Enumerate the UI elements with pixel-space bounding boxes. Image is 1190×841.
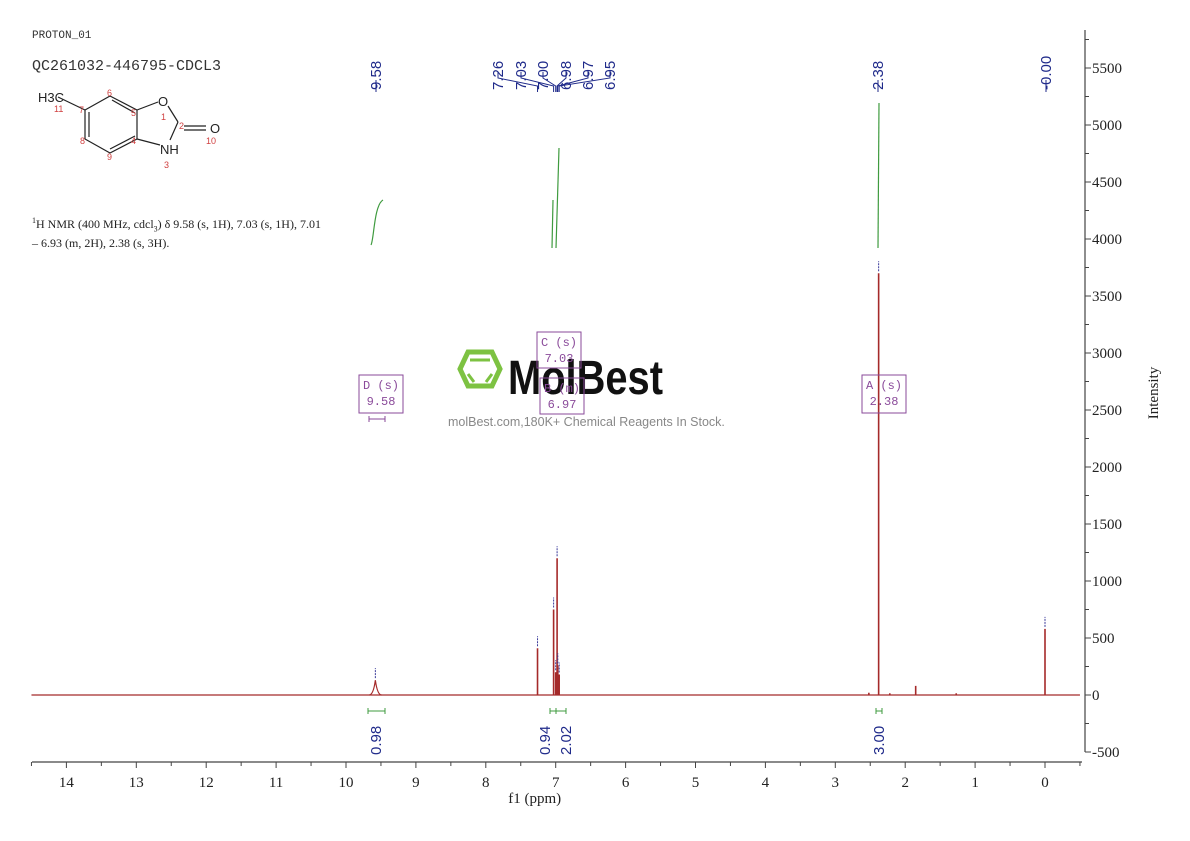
x-tick-label: 10 xyxy=(339,775,354,791)
x-tick-label: 9 xyxy=(412,775,420,791)
y-tick-label: 2000 xyxy=(1092,460,1122,476)
y-tick-label: 1500 xyxy=(1092,517,1122,533)
atom-o10: O xyxy=(210,121,220,136)
y-tick-label: 500 xyxy=(1092,631,1115,647)
y-tick-label: 5500 xyxy=(1092,61,1122,77)
multiplet-box: D (s) 9.58 xyxy=(358,374,404,414)
x-axis-title: f1 (ppm) xyxy=(508,791,561,807)
svg-text:7: 7 xyxy=(79,105,84,115)
integral-labels: 0.98 0.94 2.02 3.00 xyxy=(367,708,888,755)
x-tick-label: 6 xyxy=(622,775,630,791)
svg-text:5: 5 xyxy=(131,108,136,118)
experiment-name: PROTON_01 xyxy=(32,30,92,42)
spectrum-peak xyxy=(368,680,382,696)
integral-value: 0.98 xyxy=(368,726,385,755)
svg-text:2.38: 2.38 xyxy=(870,395,899,409)
multiplet-box: B (m) 6.97 xyxy=(539,377,585,415)
y-tick-label: 3000 xyxy=(1092,346,1122,362)
sample-id: QC261032-446795-CDCL3 xyxy=(32,58,222,75)
x-tick-label: 12 xyxy=(199,775,214,791)
svg-text:6.97: 6.97 xyxy=(548,398,577,412)
svg-text:A (s): A (s) xyxy=(866,379,902,393)
svg-text:10: 10 xyxy=(206,136,216,146)
y-tick-label: 2500 xyxy=(1092,403,1122,419)
y-tick-label: 4500 xyxy=(1092,175,1122,191)
multiplet-box: C (s) 7.03 xyxy=(536,331,582,369)
x-tick-label: 11 xyxy=(269,775,283,791)
peak-labels: 9.58 7.26 7.03 7.00 6.98 6.97 6.95 2.38 -0.00 xyxy=(368,56,1055,92)
atom-o1: O xyxy=(158,94,168,109)
integral-value: 3.00 xyxy=(871,726,888,755)
integral-value: 2.02 xyxy=(558,726,575,755)
peak-label: 9.58 xyxy=(368,61,385,90)
x-tick-label: 4 xyxy=(762,775,770,791)
svg-text:D (s): D (s) xyxy=(363,379,399,393)
svg-text:8: 8 xyxy=(80,136,85,146)
y-tick-label: 3500 xyxy=(1092,289,1122,305)
y-tick-label: 5000 xyxy=(1092,118,1122,134)
watermark-tagline: molBest.com,180K+ Chemical Reagents In S… xyxy=(448,415,725,429)
watermark-brand: MolBest xyxy=(508,352,663,405)
svg-text:C (s): C (s) xyxy=(541,336,577,350)
svg-text:2: 2 xyxy=(179,121,184,131)
x-tick-label: 5 xyxy=(692,775,700,791)
x-tick-label: 13 xyxy=(129,775,144,791)
svg-text:B (m): B (m) xyxy=(544,382,580,396)
x-tick-label: 0 xyxy=(1041,775,1049,791)
x-tick-label: 14 xyxy=(59,775,75,791)
svg-text:3: 3 xyxy=(164,160,169,170)
y-tick-label: -500 xyxy=(1092,745,1120,761)
axes: 14 13 12 11 10 9 8 7 6 5 4 3 2 1 0f1 (ppm)-50005001000… xyxy=(30,30,1162,807)
svg-text:9.58: 9.58 xyxy=(367,395,396,409)
nmr-summary: 1H NMR (400 MHz, cdcl3) δ 9.58 (s, 1H), … xyxy=(32,216,321,251)
peak-label: -0.00 xyxy=(1038,56,1055,90)
integral-value: 0.94 xyxy=(537,726,554,755)
svg-text:9: 9 xyxy=(107,152,112,162)
x-tick-label: 1 xyxy=(971,775,979,791)
x-tick-label: 8 xyxy=(482,775,490,791)
y-tick-label: 4000 xyxy=(1092,232,1122,248)
x-tick-label: 7 xyxy=(552,775,560,791)
svg-text:7.03: 7.03 xyxy=(545,352,574,366)
x-tick-label: 2 xyxy=(901,775,909,791)
multiplet-box: A (s) 2.38 xyxy=(861,374,907,414)
multiplet-boxes: A (s) 2.38 B (m) 6.97 C (s) 7.03 D (s) 9.58 xyxy=(358,331,907,422)
y-tick-label: 0 xyxy=(1092,688,1100,704)
spectrum-trace xyxy=(31,261,1080,696)
atom-ch3: H3C xyxy=(38,90,64,105)
svg-text:4: 4 xyxy=(131,136,136,146)
svg-text:6: 6 xyxy=(107,88,112,98)
chemical-structure: H3C O O NH 11 7 6 5 1 2 4 8 9 3 10 xyxy=(38,88,220,170)
y-tick-label: 1000 xyxy=(1092,574,1122,590)
x-tick-label: 3 xyxy=(832,775,840,791)
integral-curves xyxy=(370,102,880,249)
svg-text:11: 11 xyxy=(54,104,63,114)
peak-label: 2.38 xyxy=(870,61,887,90)
watermark: MolBest molBest.com,180K+ Chemical Reage… xyxy=(448,349,725,429)
svg-text:1: 1 xyxy=(161,112,166,122)
y-axis-title: Intensity xyxy=(1146,366,1162,419)
atom-nh3: NH xyxy=(160,142,179,157)
